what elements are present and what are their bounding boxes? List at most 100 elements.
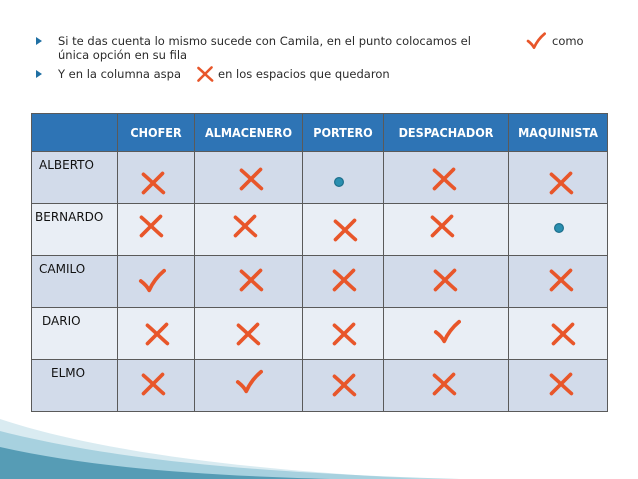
check-icon: [526, 31, 546, 51]
bullet-2-text-after: en los espacios que quedaron: [218, 67, 390, 81]
dot-icon: [547, 216, 571, 240]
mark-cell: [302, 151, 384, 204]
mark-cell: [383, 151, 509, 204]
header-portero: PORTERO: [302, 113, 384, 152]
cross-icon: [144, 321, 170, 347]
mark-cell: [302, 255, 384, 308]
cross-icon: [238, 267, 264, 293]
cross-mark: [331, 372, 357, 398]
dot-icon: [327, 170, 351, 194]
cross-mark: [550, 321, 576, 347]
header-chofer: CHOFER: [117, 113, 195, 152]
bullet-1-line-2: única opción en su fila: [58, 48, 188, 62]
cross-icon: [138, 213, 164, 239]
mark-cell: [383, 255, 509, 308]
cross-mark: [138, 213, 164, 239]
cross-mark: [144, 321, 170, 347]
mark-cell: [194, 255, 303, 308]
check-mark: [433, 318, 461, 346]
check-mark: [235, 368, 263, 396]
cross-mark: [235, 321, 261, 347]
mark-cell: [508, 151, 608, 204]
mark-cell: [508, 307, 608, 360]
mark-cell: [117, 359, 195, 412]
cross-icon: [196, 65, 214, 83]
mark-cell: [302, 307, 384, 360]
cross-mark: [332, 217, 358, 243]
header-corner: [31, 113, 118, 152]
table-row: ELMO: [31, 359, 608, 412]
cross-icon: [140, 170, 166, 196]
cross-icon: [548, 267, 574, 293]
dot-mark: [547, 216, 571, 240]
mark-cell: [117, 203, 195, 256]
table-row: ALBERTO: [31, 151, 608, 204]
mark-cell: [117, 151, 195, 204]
row-name-camilo: CAMILO: [31, 255, 118, 308]
mark-cell: [194, 359, 303, 412]
table-row: CAMILO: [31, 255, 608, 308]
check-mark: [138, 267, 166, 295]
cross-icon: [431, 371, 457, 397]
cross-icon: [331, 267, 357, 293]
cross-mark: [238, 166, 264, 192]
check-icon: [433, 318, 461, 346]
mark-cell: [194, 151, 303, 204]
cross-mark: [548, 170, 574, 196]
mark-cell: [508, 203, 608, 256]
header-row: CHOFER ALMACENERO PORTERO DESPACHADOR MA…: [31, 113, 608, 152]
mark-cell: [117, 307, 195, 360]
cross-icon: [140, 371, 166, 397]
table-row: BERNARDO: [31, 203, 608, 256]
cross-mark: [140, 371, 166, 397]
bullet-arrow-icon: [36, 70, 42, 78]
cross-icon: [238, 166, 264, 192]
row-name-bernardo: BERNARDO: [31, 203, 118, 256]
bullet-item-2: Y en la columna aspa en los espacios que…: [36, 67, 606, 83]
bullet-1-suffix: como: [552, 34, 584, 48]
cross-mark: [548, 371, 574, 397]
row-name-alberto: ALBERTO: [31, 151, 118, 204]
cross-mark: [331, 267, 357, 293]
cross-icon: [331, 372, 357, 398]
mark-cell: [117, 255, 195, 308]
bullet-item-1: Si te das cuenta lo mismo sucede con Cam…: [36, 34, 606, 64]
mark-cell: [194, 307, 303, 360]
cross-icon: [429, 213, 455, 239]
dot-mark: [327, 170, 351, 194]
cross-icon: [232, 213, 258, 239]
cross-mark: [431, 371, 457, 397]
cross-icon: [331, 321, 357, 347]
header-almacenero: ALMACENERO: [194, 113, 303, 152]
cross-mark: [548, 267, 574, 293]
assignment-table: CHOFER ALMACENERO PORTERO DESPACHADOR MA…: [31, 113, 608, 412]
cross-icon: [235, 321, 261, 347]
bullet-2-text-before: Y en la columna aspa: [58, 67, 182, 81]
cross-mark: [140, 170, 166, 196]
cross-mark: [331, 321, 357, 347]
mark-cell: [383, 359, 509, 412]
cross-icon: [548, 170, 574, 196]
mark-cell: [508, 255, 608, 308]
header-despachador: DESPACHADOR: [383, 113, 509, 152]
mark-cell: [383, 203, 509, 256]
row-name-elmo: ELMO: [31, 359, 118, 412]
cross-mark: [429, 213, 455, 239]
check-icon: [235, 368, 263, 396]
bullet-1-line-1: Si te das cuenta lo mismo sucede con Cam…: [58, 34, 471, 48]
mark-cell: [383, 307, 509, 360]
mark-cell: [194, 203, 303, 256]
mark-cell: [302, 203, 384, 256]
cross-icon: [332, 217, 358, 243]
cross-icon: [432, 267, 458, 293]
mark-cell: [302, 359, 384, 412]
bullet-arrow-icon: [36, 37, 42, 45]
cross-mark: [232, 213, 258, 239]
cross-icon: [550, 321, 576, 347]
table-row: DARIO: [31, 307, 608, 360]
row-name-dario: DARIO: [31, 307, 118, 360]
cross-icon: [431, 166, 457, 192]
cross-mark: [432, 267, 458, 293]
cross-mark: [431, 166, 457, 192]
check-icon: [138, 267, 166, 295]
